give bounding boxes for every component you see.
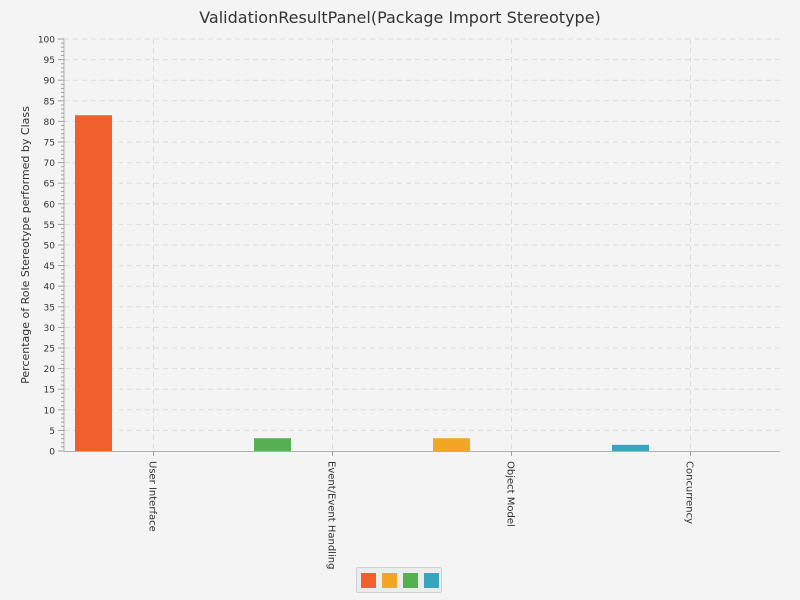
chart-title: ValidationResultPanel(Package Import Ste… xyxy=(199,8,601,27)
legend xyxy=(356,567,442,593)
x-tick-label: Object Model xyxy=(505,461,516,527)
y-tick-label: 0 xyxy=(49,448,55,458)
x-tick-label: User Interface xyxy=(147,461,158,532)
y-tick-label: 100 xyxy=(38,36,55,46)
y-tick-label: 15 xyxy=(44,386,55,396)
y-tick-label: 25 xyxy=(44,345,55,355)
x-tick-label: Concurrency xyxy=(684,461,695,524)
y-tick-label: 50 xyxy=(44,242,56,252)
y-tick-label: 90 xyxy=(44,77,56,87)
bar xyxy=(75,115,112,451)
x-tick-label: Event/Event Handling xyxy=(326,461,337,569)
plot-area xyxy=(64,39,780,451)
y-tick-label: 5 xyxy=(49,427,55,437)
y-tick-label: 35 xyxy=(44,303,55,313)
y-axis-label: Percentage of Role Stereotype performed … xyxy=(19,106,32,384)
y-tick-label: 10 xyxy=(44,406,56,416)
legend-swatch-3 xyxy=(403,573,418,588)
y-tick-label: 40 xyxy=(44,283,56,293)
y-tick-label: 85 xyxy=(44,97,55,107)
y-tick-label: 30 xyxy=(44,324,56,334)
bar xyxy=(612,444,649,451)
y-tick-label: 45 xyxy=(44,262,55,272)
y-tick-label: 65 xyxy=(44,180,55,190)
y-tick-label: 55 xyxy=(44,221,55,231)
bar xyxy=(254,438,291,451)
y-tick-label: 20 xyxy=(44,365,56,375)
y-tick-label: 70 xyxy=(44,159,56,169)
legend-swatch-4 xyxy=(424,573,439,588)
y-tick-label: 80 xyxy=(44,118,56,128)
bar xyxy=(433,438,470,451)
legend-swatch-1 xyxy=(361,573,376,588)
y-tick-label: 60 xyxy=(44,200,56,210)
y-tick-label: 75 xyxy=(44,139,55,149)
legend-swatch-2 xyxy=(382,573,397,588)
y-tick-label: 95 xyxy=(44,56,55,66)
